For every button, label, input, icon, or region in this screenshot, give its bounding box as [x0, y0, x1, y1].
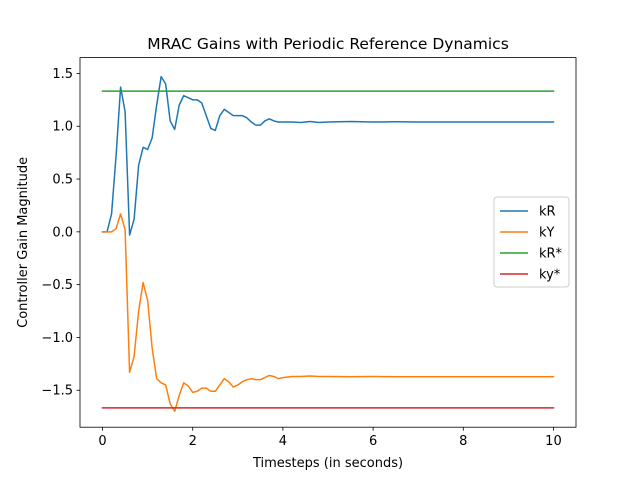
y-axis-title: Controller Gain Magnitude [16, 157, 31, 328]
x-tick-label: 0 [98, 434, 106, 449]
y-tick-label: 0.5 [52, 173, 73, 188]
x-tick-label: 4 [279, 434, 287, 449]
y-tick-label: 1.0 [52, 120, 73, 135]
y-tick-label: 0.0 [52, 225, 73, 240]
series-layer [101, 75, 555, 413]
legend-label-0: kR [539, 205, 556, 220]
x-tick-label: 10 [545, 434, 562, 449]
legend: kR kY kR* ky* [493, 196, 570, 288]
x-tick-label: 2 [189, 434, 197, 449]
y-axis-ticks: 1.5 1.0 0.5 0.0 −0.5 −1.0 −1.5 [41, 67, 80, 399]
legend-label-3: ky* [539, 268, 561, 283]
x-axis-ticks: 0 2 4 6 8 10 [98, 427, 562, 449]
axes-frame [79, 57, 577, 428]
y-tick-label: −0.5 [41, 278, 73, 293]
legend-label-1: kY [539, 226, 555, 241]
y-tick-label: −1.5 [41, 384, 73, 399]
series-line-1 [101, 213, 555, 413]
y-tick-label: 1.5 [52, 67, 73, 82]
legend-label-2: kR* [539, 247, 563, 262]
y-tick-label: −1.0 [41, 331, 73, 346]
chart-title: MRAC Gains with Periodic Reference Dynam… [147, 35, 509, 53]
legend-box [493, 196, 570, 288]
x-tick-label: 8 [459, 434, 467, 449]
x-tick-label: 6 [369, 434, 377, 449]
series-line-0 [101, 75, 555, 236]
x-axis-title: Timesteps (in seconds) [252, 456, 403, 471]
